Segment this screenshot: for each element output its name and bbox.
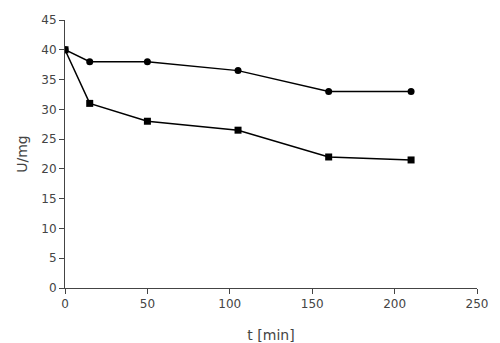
svg-text:0: 0	[49, 281, 57, 295]
svg-text:15: 15	[41, 192, 56, 206]
svg-text:40: 40	[41, 43, 56, 57]
svg-text:250: 250	[466, 297, 489, 311]
svg-text:U/mg: U/mg	[14, 135, 30, 173]
svg-text:30: 30	[41, 103, 56, 117]
svg-text:35: 35	[41, 73, 56, 87]
svg-text:t [min]: t [min]	[247, 327, 294, 343]
svg-text:20: 20	[41, 162, 56, 176]
svg-text:45: 45	[41, 13, 56, 27]
svg-text:25: 25	[41, 132, 56, 146]
svg-text:0: 0	[61, 297, 69, 311]
svg-text:5: 5	[49, 251, 57, 265]
svg-text:100: 100	[218, 297, 241, 311]
svg-text:10: 10	[41, 222, 56, 236]
svg-text:200: 200	[383, 297, 406, 311]
svg-text:50: 50	[140, 297, 155, 311]
svg-text:150: 150	[301, 297, 324, 311]
